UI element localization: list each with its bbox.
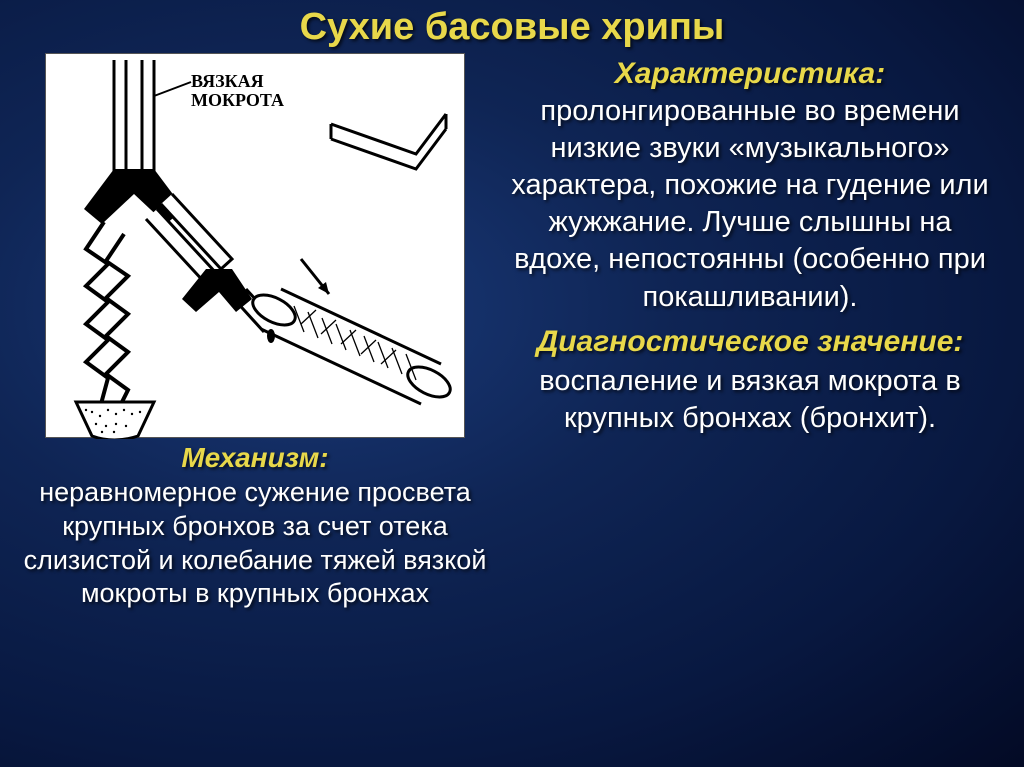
bronchi-diagram: ВЯЗКАЯМОКРОТА [45, 53, 465, 438]
diagram-label: ВЯЗКАЯМОКРОТА [191, 72, 284, 110]
bronchi-svg [46, 54, 466, 439]
mechanism-heading: Механизм: [181, 442, 328, 474]
page-title: Сухие басовые хрипы [0, 0, 1024, 49]
characteristic-body: пролонгированные во времени низкие звуки… [510, 93, 990, 316]
mechanism-body: неравномерное сужение просвета крупных б… [20, 476, 490, 611]
diagnostic-heading: Диагностическое значение: [510, 326, 990, 358]
content-row: ВЯЗКАЯМОКРОТА Механизм: неравномерное су… [0, 49, 1024, 611]
left-column: ВЯЗКАЯМОКРОТА Механизм: неравномерное су… [20, 49, 490, 611]
diagnostic-body: воспаление и вязкая мокрота в крупных бр… [510, 363, 990, 437]
characteristic-heading: Характеристика: [510, 57, 990, 91]
right-column: Характеристика: пролонгированные во врем… [510, 49, 990, 611]
